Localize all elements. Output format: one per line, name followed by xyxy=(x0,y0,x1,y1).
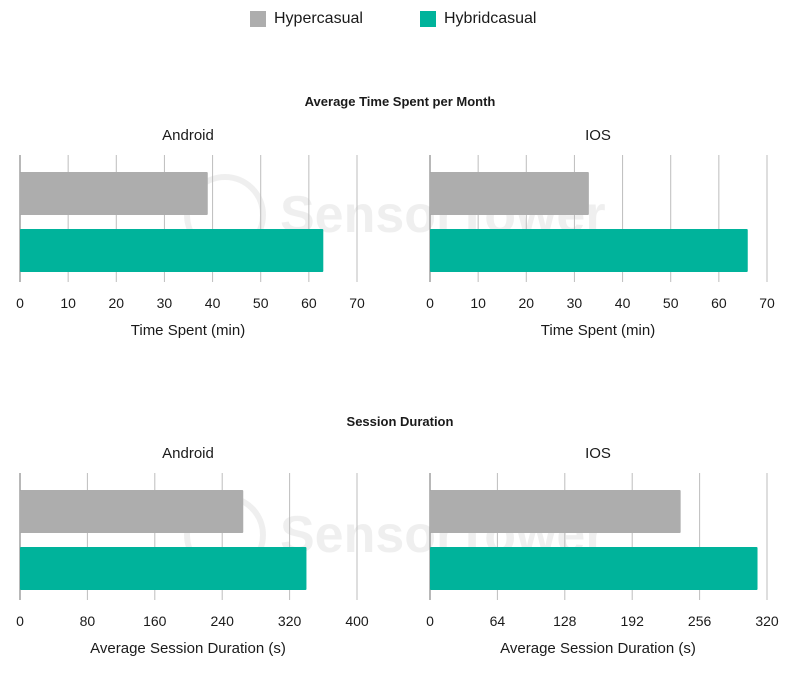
bar-hybridcasual xyxy=(430,229,748,272)
chart-svg: IOS 0 10 20 30 40 50 60 70 Time Spent (min) xyxy=(426,127,775,339)
tick-label: 10 xyxy=(60,295,76,311)
legend: Hypercasual Hybridcasual xyxy=(0,10,800,36)
tick-label: 20 xyxy=(518,295,534,311)
x-axis-label: Average Session Duration (s) xyxy=(500,640,696,657)
tick-label: 0 xyxy=(426,613,434,629)
chart-svg: Android 0 80 160 240 320 400 Average Session Du… xyxy=(16,445,369,657)
tick-label: 60 xyxy=(711,295,727,311)
chart-time-spent-ios: IOS 0 10 20 30 40 50 60 70 Time Spent (min) xyxy=(410,120,800,340)
section-title-time-spent: Average Time Spent per Month xyxy=(304,94,496,109)
tick-label: 192 xyxy=(621,613,645,629)
tick-label: 160 xyxy=(143,613,167,629)
tick-label: 80 xyxy=(80,613,96,629)
tick-label: 30 xyxy=(157,295,173,311)
bar-hypercasual xyxy=(20,172,208,215)
bar-hypercasual xyxy=(430,172,589,215)
tick-label: 30 xyxy=(567,295,583,311)
tick-label: 64 xyxy=(490,613,506,629)
tick-label: 10 xyxy=(470,295,486,311)
tick-label: 0 xyxy=(16,295,24,311)
bar-hypercasual xyxy=(20,490,244,533)
legend-item-hybridcasual[interactable]: Hybridcasual xyxy=(420,10,536,28)
tick-label: 40 xyxy=(205,295,221,311)
chart-time-spent-android: Android 0 10 20 30 40 50 60 70 Time Spent (min) xyxy=(0,120,400,340)
chart-subtitle: Android xyxy=(162,127,214,144)
tick-label: 0 xyxy=(426,295,434,311)
chart-subtitle: IOS xyxy=(585,127,611,144)
tick-label: 60 xyxy=(301,295,317,311)
x-axis-label: Time Spent (min) xyxy=(541,322,655,339)
tick-label: 20 xyxy=(108,295,124,311)
chart-subtitle: IOS xyxy=(585,445,611,462)
chart-session-android: Android 0 80 160 240 320 400 Average Session Du… xyxy=(0,438,400,658)
legend-swatch-hybridcasual xyxy=(420,11,436,27)
chart-svg: IOS 0 64 128 192 256 320 Average Session Durati… xyxy=(426,445,779,657)
legend-swatch-hypercasual xyxy=(250,11,266,27)
tick-label: 50 xyxy=(663,295,679,311)
tick-label: 320 xyxy=(278,613,302,629)
bar-hybridcasual xyxy=(430,547,758,590)
tick-label: 256 xyxy=(688,613,712,629)
tick-label: 128 xyxy=(553,613,577,629)
bar-hypercasual xyxy=(430,490,681,533)
tick-label: 240 xyxy=(211,613,235,629)
x-axis-label: Average Session Duration (s) xyxy=(90,640,286,657)
chart-svg: Android 0 10 20 30 40 50 60 70 Time Spent (min) xyxy=(16,127,365,339)
legend-item-hypercasual[interactable]: Hypercasual xyxy=(250,10,363,28)
tick-label: 320 xyxy=(755,613,779,629)
bar-hybridcasual xyxy=(20,229,324,272)
chart-subtitle: Android xyxy=(162,445,214,462)
legend-label: Hypercasual xyxy=(274,10,363,27)
tick-label: 0 xyxy=(16,613,24,629)
bar-hybridcasual xyxy=(20,547,307,590)
tick-label: 50 xyxy=(253,295,269,311)
section-title-session-duration: Session Duration xyxy=(346,414,454,429)
legend-label: Hybridcasual xyxy=(444,10,537,27)
tick-label: 400 xyxy=(345,613,369,629)
x-axis-label: Time Spent (min) xyxy=(131,322,245,339)
chart-session-ios: IOS 0 64 128 192 256 320 Average Session Durati… xyxy=(410,438,800,658)
tick-label: 70 xyxy=(759,295,775,311)
tick-label: 40 xyxy=(615,295,631,311)
tick-label: 70 xyxy=(349,295,365,311)
